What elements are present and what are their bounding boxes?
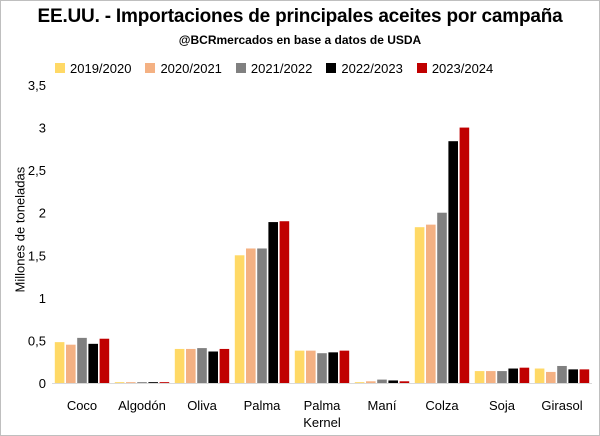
bar-5-4 — [399, 381, 410, 383]
bar-0-3 — [88, 343, 98, 383]
legend: 2019/2020 2020/2021 2021/2022 2022/2023 2023… — [55, 60, 493, 76]
bar-7-4 — [519, 367, 530, 383]
bar-3-1 — [246, 248, 256, 383]
legend-label: 2021/2022 — [250, 60, 313, 76]
y-tick-label: 3 — [39, 121, 46, 136]
bar-1-3 — [148, 382, 158, 383]
x-tick-label: Kernel — [303, 415, 341, 430]
legend-label: 2020/2021 — [160, 60, 222, 76]
bar-6-3 — [448, 141, 458, 383]
bar-2-1 — [186, 348, 196, 383]
x-tick-label: Maní — [368, 398, 397, 413]
bar-6-0 — [414, 227, 425, 383]
bar-5-3 — [388, 380, 398, 383]
bar-1-4 — [159, 382, 170, 383]
legend-swatch — [145, 63, 156, 73]
y-tick-label: 0,5 — [28, 333, 46, 348]
legend-label: 2022/2023 — [341, 60, 403, 76]
bar-5-2 — [377, 379, 387, 383]
x-tick-label: Soja — [489, 398, 516, 413]
legend-item-0: 2019/2020 — [55, 60, 131, 76]
bar-8-4 — [579, 369, 590, 383]
bar-6-1 — [426, 224, 436, 383]
bar-4-0 — [294, 350, 305, 383]
bar-1-2 — [137, 382, 147, 383]
legend-swatch — [55, 63, 65, 73]
legend-item-3: 2022/2023 — [326, 60, 403, 76]
x-tick-label: Palma — [304, 398, 342, 413]
y-tick-label: 1,5 — [28, 248, 46, 263]
legend-item-1: 2020/2021 — [145, 60, 222, 76]
x-tick-label: Palma — [244, 398, 282, 413]
bar-0-1 — [66, 344, 76, 383]
bar-7-0 — [474, 371, 485, 383]
bar-8-0 — [534, 368, 545, 383]
legend-label: 2019/2020 — [70, 60, 132, 76]
bar-4-1 — [306, 350, 316, 383]
x-tick-label: Algodón — [118, 398, 166, 413]
bar-0-0 — [54, 342, 65, 383]
bar-7-1 — [486, 371, 496, 383]
bar-2-3 — [208, 351, 218, 383]
bar-3-4 — [279, 221, 290, 383]
x-tick-label: Colza — [425, 398, 459, 413]
legend-swatch — [416, 63, 427, 73]
bar-1-1 — [126, 382, 136, 383]
legend-swatch — [326, 63, 337, 73]
chart-title: EE.UU. - Importaciones de principales ac… — [37, 6, 563, 27]
legend-swatch — [235, 63, 246, 73]
bar-3-3 — [268, 222, 278, 383]
y-tick-label: 3,5 — [28, 78, 46, 93]
y-tick-label: 2 — [39, 206, 46, 221]
bar-6-4 — [459, 127, 470, 383]
bar-6-2 — [437, 212, 447, 383]
legend-label: 2023/2024 — [431, 60, 494, 76]
bar-0-4 — [99, 338, 110, 383]
bar-1-0 — [114, 382, 125, 383]
bar-8-2 — [557, 365, 567, 383]
bar-3-0 — [234, 255, 245, 383]
legend-item-4: 2023/2024 — [416, 60, 494, 76]
legend-item-2: 2021/2022 — [235, 60, 313, 76]
bar-7-3 — [508, 368, 518, 383]
bar-5-1 — [366, 381, 376, 383]
bar-5-0 — [354, 382, 365, 383]
x-tick-label: Coco — [67, 398, 97, 413]
chart-subtitle: @BCRmercados en base a datos de USDA — [178, 33, 422, 47]
x-tick-label: Oliva — [187, 398, 217, 413]
bar-3-2 — [257, 248, 267, 383]
bar-4-2 — [317, 353, 327, 383]
bar-4-3 — [328, 352, 338, 383]
bar-4-4 — [339, 350, 350, 383]
bar-2-2 — [197, 348, 207, 383]
bar-8-1 — [546, 371, 556, 383]
y-tick-label: 0 — [39, 376, 46, 391]
bar-7-2 — [497, 371, 507, 383]
bar-2-4 — [219, 348, 230, 383]
x-tick-label: Girasol — [541, 398, 582, 413]
y-tick-label: 2,5 — [28, 163, 46, 178]
y-tick-label: 1 — [39, 291, 46, 306]
bar-0-2 — [77, 337, 87, 383]
bar-2-0 — [174, 348, 185, 383]
bar-8-3 — [568, 369, 578, 383]
